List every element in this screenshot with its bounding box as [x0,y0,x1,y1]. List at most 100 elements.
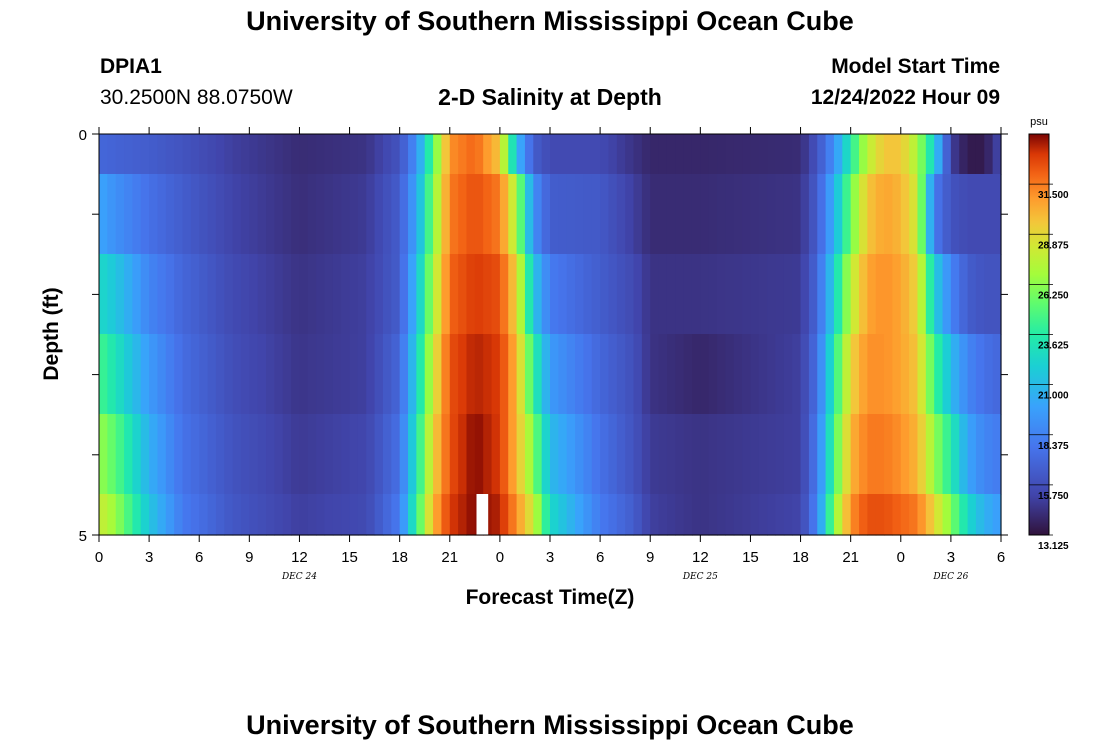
station-coords: 30.2500N 88.0750W [100,86,293,109]
heatmap-cell [742,494,752,536]
heatmap-cell [742,174,752,255]
x-tick-label: 3 [145,549,153,566]
heatmap-cell [825,334,835,415]
heatmap-cell [316,174,326,255]
heatmap-cell [792,494,802,536]
heatmap-cell [600,334,610,415]
heatmap-cell [382,334,392,415]
heatmap-cell [658,334,668,415]
heatmap-cell [107,254,117,335]
heatmap-cell [491,134,501,175]
heatmap-cell [967,134,977,175]
heatmap-cell [700,414,710,495]
heatmap-cell [107,174,117,255]
heatmap-cell [658,494,668,536]
heatmap-cell [833,414,843,495]
heatmap-cell [683,134,693,175]
heatmap-cell [224,254,234,335]
heatmap-cell [199,174,209,255]
heatmap-cell [733,174,743,255]
heatmap-cell [959,174,969,255]
heatmap-cell [307,414,317,495]
heatmap-cell [650,254,660,335]
heatmap-cell [942,254,952,335]
heatmap-cell [349,414,359,495]
heatmap-cell [616,134,626,175]
heatmap-cell [575,134,585,175]
heatmap-cell [324,254,334,335]
heatmap-cell [666,494,676,536]
colorbar-tick-label: 23.625 [1038,341,1069,352]
heatmap-cell [783,174,793,255]
heatmap-cell [299,494,309,536]
heatmap-cell [625,174,635,255]
heatmap-cell [909,134,919,175]
heatmap-cell [140,254,150,335]
y-axis: 05 [79,127,1008,545]
heatmap-cell [825,414,835,495]
heatmap-cell [850,414,860,495]
heatmap-cell [366,134,376,175]
heatmap-cell [240,414,250,495]
heatmap-cell [750,334,760,415]
heatmap-cell [541,254,551,335]
heatmap-cell [391,134,401,175]
heatmap-cell [140,174,150,255]
heatmap-cell [374,134,384,175]
heatmap-cell [316,414,326,495]
heatmap-cell [625,334,635,415]
heatmap-cell [658,174,668,255]
heatmap-cell [165,414,175,495]
heatmap-cell [742,414,752,495]
heatmap-cell [424,134,434,175]
heatmap-cell [357,174,367,255]
heatmap-cell [867,254,877,335]
heatmap-cell [165,254,175,335]
heatmap-cell [742,334,752,415]
heatmap-cell [591,334,601,415]
heatmap-cell [391,174,401,255]
heatmap-cell [691,134,701,175]
heatmap-cell [708,174,718,255]
heatmap-cell [842,174,852,255]
heatmap-cell [675,414,685,495]
heatmap-cell [808,414,818,495]
heatmap-cell [449,254,459,335]
heatmap-cell [817,414,827,495]
heatmap-cell [266,494,275,536]
heatmap-cell [608,494,618,536]
heatmap-cell [215,134,225,175]
heatmap-cell [140,334,150,415]
heatmap-cell [424,414,434,495]
heatmap-cell [149,254,159,335]
heatmap-cell [366,494,376,536]
heatmap-cell [550,414,559,495]
heatmap-cell [666,134,676,175]
heatmap-cell [875,174,885,255]
heatmap-cell [708,334,718,415]
heatmap-cell [99,414,108,495]
heatmap-cell [99,254,108,335]
heatmap-cell [458,494,468,536]
heatmap-cell [408,414,417,495]
heatmap-cell [466,254,476,335]
heatmap-cell [466,134,476,175]
heatmap-cell [967,174,977,255]
heatmap-cell [374,254,384,335]
x-axis: 0 3 6 9 12 15 18 21 0 3 6 9 12 15 18 21 0 3 6 DEC 24 DEC 25 D… [95,127,1005,582]
heatmap-cell [591,494,601,536]
heatmap-cell [257,174,267,255]
heatmap-cell [658,414,668,495]
x-tick-label: 15 [742,549,759,566]
heatmap-cell [257,134,267,175]
heatmap-cell [508,254,518,335]
heatmap-cell [474,414,484,495]
heatmap-cell [132,254,142,335]
heatmap-cell [566,254,576,335]
heatmap-cell [950,254,960,335]
heatmap-cell [675,494,685,536]
heatmap-cell [299,334,309,415]
heatmap-cell [917,174,927,255]
heatmap-cell [725,134,735,175]
heatmap-cell [917,134,927,175]
